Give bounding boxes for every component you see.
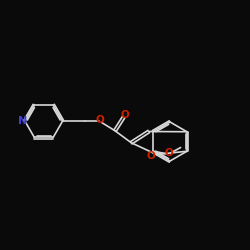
Text: O: O — [164, 148, 173, 158]
Text: O: O — [147, 151, 156, 161]
Text: N: N — [18, 116, 28, 126]
Text: O: O — [120, 110, 129, 120]
Text: O: O — [96, 115, 104, 125]
